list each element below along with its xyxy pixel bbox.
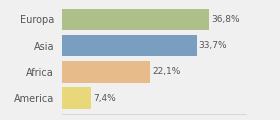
Text: 36,8%: 36,8%	[211, 15, 240, 24]
Bar	[62, 87, 91, 109]
Text: 7,4%: 7,4%	[93, 94, 116, 103]
Bar	[62, 61, 150, 83]
Text: 33,7%: 33,7%	[199, 41, 227, 50]
Bar	[62, 35, 197, 56]
Text: 22,1%: 22,1%	[152, 67, 180, 76]
Bar	[62, 9, 209, 30]
